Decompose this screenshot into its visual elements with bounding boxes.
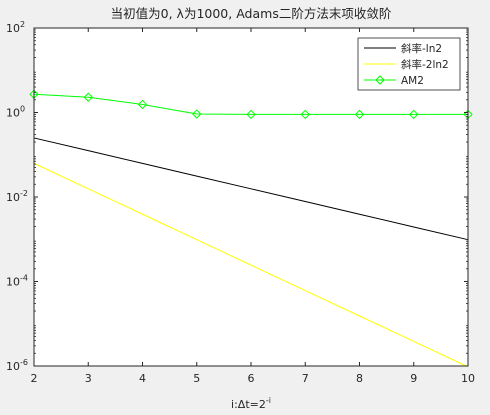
legend-box — [357, 37, 461, 91]
x-axis-label-superscript: -i — [266, 396, 271, 405]
series-3-marker-4 — [192, 109, 202, 119]
chart-title: 当初值为0, λ为1000, Adams二阶方法末项收敛阶 — [111, 6, 392, 21]
legend-label-2: 斜率-2ln2 — [401, 58, 449, 71]
series-3-marker-6 — [300, 109, 310, 120]
y-ticks: 10-6 10-4 10-2 100 102 — [6, 20, 468, 373]
series-layer — [29, 89, 473, 368]
legend: 斜率-ln2 斜率-2ln2 AM2 — [357, 37, 461, 91]
y-tick-label-2: 102 — [6, 20, 25, 35]
x-tick-label-9: 9 — [410, 372, 417, 385]
x-tick-label-4: 4 — [139, 372, 146, 385]
series-3-marker-2 — [83, 92, 93, 102]
legend-marker-3 — [375, 75, 385, 85]
y-tick-label--6: 10-6 — [6, 358, 28, 373]
x-tick-label-3: 3 — [85, 372, 92, 385]
series-line-1 — [33, 137, 469, 241]
series-line-2 — [33, 162, 469, 368]
x-axis-label: i:Δt=2-i — [231, 396, 271, 411]
series-line-3 — [33, 93, 468, 115]
y-tick-label-0: 100 — [6, 105, 25, 120]
series-3-marker-5 — [246, 109, 256, 120]
series-3-marker-7 — [354, 109, 365, 120]
legend-label-3: AM2 — [401, 75, 424, 87]
x-tick-label-7: 7 — [302, 372, 309, 385]
x-axis-label-text: i:Δt=2 — [231, 398, 266, 411]
x-ticks: 2 3 4 5 6 7 8 9 10 — [31, 28, 475, 385]
x-tick-label-8: 8 — [356, 372, 363, 385]
x-tick-label-5: 5 — [193, 372, 200, 385]
series-3-marker-8 — [409, 109, 419, 120]
y-tick-label--2: 10-2 — [6, 189, 28, 204]
series-3-marker-3 — [137, 99, 148, 110]
x-tick-label-10: 10 — [461, 372, 475, 385]
y-tick-label--4: 10-4 — [6, 274, 28, 289]
x-tick-label-2: 2 — [31, 372, 38, 385]
x-tick-label-6: 6 — [248, 372, 255, 385]
legend-label-1: 斜率-ln2 — [401, 42, 442, 55]
